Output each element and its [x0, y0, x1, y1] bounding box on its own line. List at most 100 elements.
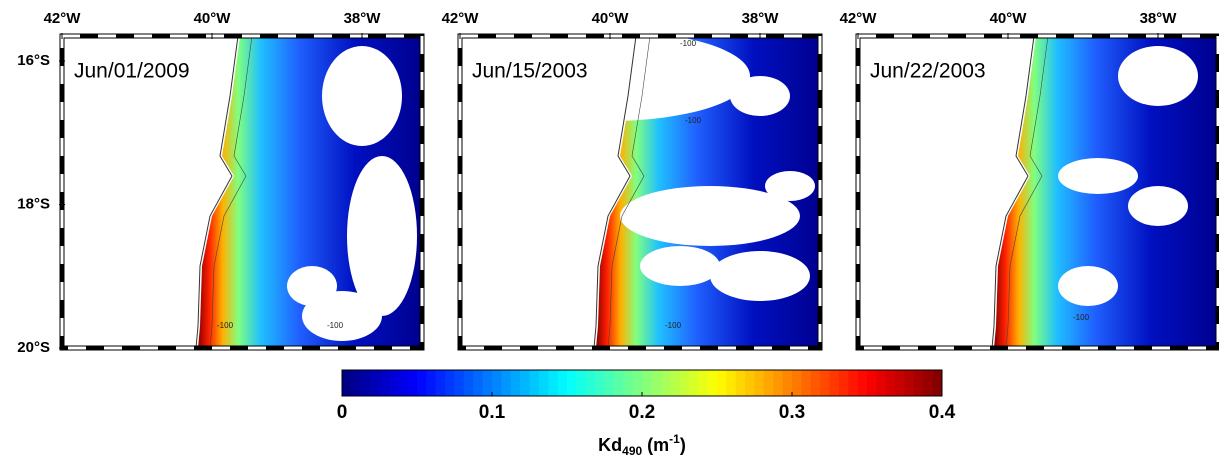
cloud-mask [287, 266, 337, 306]
colorbar-swatch [923, 370, 934, 396]
contour-label: -100 [685, 116, 702, 125]
lon-tick-label: 40°W [990, 10, 1028, 27]
panel-date: Jun/22/2003 [870, 60, 986, 83]
cloud-mask [730, 76, 790, 116]
colorbar-swatch [660, 370, 671, 396]
colorbar-swatch [679, 370, 690, 396]
contour-label: -100 [680, 39, 697, 48]
cloud-mask [1058, 266, 1118, 306]
lat-tick-label: 16°S [17, 52, 50, 69]
colorbar-swatch [932, 370, 943, 396]
colorbar-swatch [688, 370, 699, 396]
contour-100 [209, 35, 253, 349]
colorbar-swatch [838, 370, 849, 396]
colorbar-swatch [848, 370, 859, 396]
coastline [195, 35, 239, 349]
frame-dash [60, 34, 424, 350]
colorbar-swatch [501, 370, 512, 396]
cloud-mask [1128, 186, 1188, 226]
map-panel: -100 Jun/22/2003 42°W 40°W 38°W [840, 10, 1219, 351]
lat-tick-label: 20°S [17, 339, 50, 356]
cloud-mask [1118, 46, 1198, 106]
colorbar-swatch [735, 370, 746, 396]
lon-tick-label: 42°W [44, 10, 82, 27]
contour-label: -100 [217, 321, 234, 330]
colorbar-swatch [801, 370, 812, 396]
cloud-mask [640, 246, 720, 286]
contour-100 [607, 35, 651, 349]
lon-tick-label: 38°W [742, 10, 780, 27]
colorbar-swatch [398, 370, 409, 396]
colorbar-swatch [717, 370, 727, 396]
panel-date: Jun/01/2009 [74, 60, 190, 83]
colorbar-swatch [473, 370, 484, 396]
colorbar-swatch [913, 370, 924, 396]
colorbar-swatch [520, 370, 530, 396]
frame-dash [458, 34, 822, 350]
colorbar-tick-label: 0.4 [929, 402, 956, 423]
contour-label: -100 [1073, 313, 1090, 322]
colorbar-tick-label: 0.2 [629, 402, 655, 423]
cloud-mask [470, 31, 750, 121]
colorbar-label-part: ) [680, 435, 686, 455]
colorbar-swatch [548, 370, 559, 396]
lon-tick-label: 38°W [344, 10, 382, 27]
colorbar-swatch [557, 370, 568, 396]
colorbar-swatch [585, 370, 596, 396]
colorbar-swatch [876, 370, 887, 396]
colorbar-swatch [342, 370, 352, 396]
cloud-mask [710, 251, 810, 301]
colorbar-swatch [529, 370, 540, 396]
contour-label: -100 [665, 321, 682, 330]
colorbar-swatch [463, 370, 474, 396]
colorbar-label-part: -1 [669, 432, 680, 446]
colorbar-swatch [698, 370, 709, 396]
colorbar-label: Kd490 (m-1) [598, 432, 686, 458]
lon-tick-label: 40°W [592, 10, 630, 27]
colorbar-label-part: (m [642, 435, 669, 455]
frame-dash [856, 34, 1219, 350]
colorbar-swatch [567, 370, 577, 396]
contour-label: -100 [327, 321, 344, 330]
colorbar-swatch [623, 370, 634, 396]
colorbar-swatch [576, 370, 587, 396]
colorbar-swatch [726, 370, 737, 396]
colorbar-swatch [510, 370, 521, 396]
colorbar-swatch [670, 370, 680, 396]
coastline [991, 35, 1035, 349]
contour-100 [1005, 35, 1049, 349]
colorbar-swatch [745, 370, 755, 396]
map-panel: -100 -100 -100 Jun/15/2003 42°W 40°W 38°W [442, 10, 823, 351]
colorbar-swatch [792, 370, 802, 396]
colorbar-swatch [904, 370, 915, 396]
map-panel: -100 -100 Jun/01/2009 42°W 40°W 38°W [44, 10, 425, 351]
coastline [593, 35, 637, 349]
cloud-mask [765, 171, 815, 201]
colorbar-tick-label: 0.1 [479, 402, 506, 423]
panel-date: Jun/15/2003 [472, 60, 588, 83]
cloud-mask [322, 46, 402, 146]
colorbar-label-part: Kd [598, 435, 622, 455]
colorbar-swatch [351, 370, 362, 396]
colorbar-swatch [613, 370, 624, 396]
lon-tick-label: 40°W [194, 10, 232, 27]
colorbar-swatch [604, 370, 615, 396]
lon-tick-label: 38°W [1140, 10, 1178, 27]
colorbar-swatch [445, 370, 455, 396]
colorbar-swatch [360, 370, 371, 396]
colorbar-swatch [895, 370, 905, 396]
colorbar-swatch [454, 370, 465, 396]
colorbar-label-part: 490 [622, 444, 642, 458]
colorbar-swatch [435, 370, 446, 396]
colorbar-swatch [370, 370, 380, 396]
colorbar-swatch [810, 370, 821, 396]
colorbar-swatch [407, 370, 418, 396]
colorbar-swatch [885, 370, 896, 396]
colorbar-swatch [388, 370, 399, 396]
colorbar-swatch [632, 370, 643, 396]
colorbar-swatch [829, 370, 840, 396]
colorbar-swatch [857, 370, 868, 396]
lon-tick-label: 42°W [840, 10, 878, 27]
colorbar-swatch [379, 370, 390, 396]
